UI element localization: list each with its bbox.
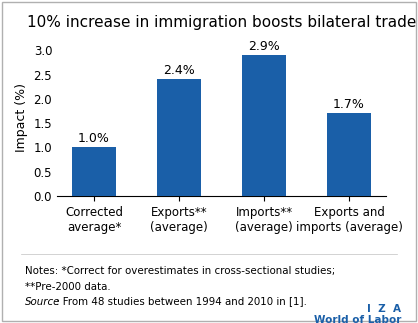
Text: Notes: *Correct for overestimates in cross-sectional studies;: Notes: *Correct for overestimates in cro…	[25, 266, 335, 276]
Text: World of Labor: World of Labor	[314, 315, 401, 323]
Bar	[72, 147, 116, 196]
Text: 2.4%: 2.4%	[163, 65, 195, 78]
Text: 1.7%: 1.7%	[333, 99, 365, 111]
Text: Source: Source	[25, 297, 61, 307]
Text: **Pre-2000 data.: **Pre-2000 data.	[25, 282, 111, 292]
Bar	[242, 55, 286, 196]
Text: 2.9%: 2.9%	[248, 40, 280, 53]
Bar	[157, 79, 201, 196]
Text: : From 48 studies between 1994 and 2010 in [1].: : From 48 studies between 1994 and 2010 …	[56, 297, 307, 307]
Bar	[327, 113, 371, 196]
Text: 1.0%: 1.0%	[78, 132, 110, 145]
Title: 10% increase in immigration boosts bilateral trade: 10% increase in immigration boosts bilat…	[27, 15, 416, 30]
Text: I  Z  A: I Z A	[367, 304, 401, 314]
Y-axis label: Impact (%): Impact (%)	[15, 83, 28, 151]
